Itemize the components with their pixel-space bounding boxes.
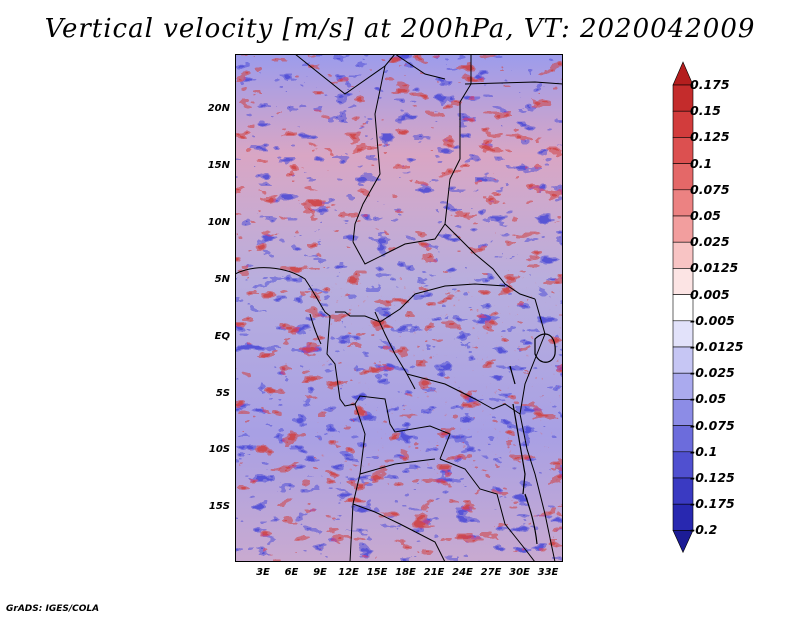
- colorbar-label: 0.0125: [690, 260, 739, 276]
- map-plot: [235, 54, 563, 562]
- lat-tick-label: 20N: [207, 103, 230, 114]
- lon-tick-label: 3E: [256, 567, 270, 578]
- lat-tick-label: 10N: [207, 217, 230, 228]
- lon-tick-label: 33E: [537, 567, 559, 578]
- lon-tick-label: 9E: [313, 567, 327, 578]
- colorbar-label: 0.175: [690, 77, 730, 92]
- colorbar-label: -0.005: [690, 312, 735, 328]
- colorbar-label: -0.075: [690, 417, 735, 433]
- colorbar-label: -0.175: [690, 496, 735, 512]
- grads-credit: GrADS: IGES/COLA: [6, 604, 100, 614]
- colorbar-label: -0.025: [690, 365, 735, 381]
- colorbar: [672, 60, 694, 564]
- lon-tick-label: 6E: [284, 567, 299, 578]
- figure-title: Vertical velocity [m/s] at 200hPa, VT: 2…: [44, 14, 756, 44]
- lat-tick-label: 5S: [215, 388, 230, 399]
- lat-tick-label: EQ: [214, 331, 230, 342]
- map-frame: [235, 54, 563, 562]
- colorbar-swatches: [672, 61, 694, 554]
- colorbar-label: 0.125: [690, 129, 730, 145]
- lon-tick-label: 12E: [338, 567, 359, 578]
- colorbar-label: 0.025: [690, 234, 730, 250]
- lakes: [509, 333, 556, 545]
- lon-tick-label: 15E: [366, 567, 388, 578]
- colorbar-label: 0.05: [690, 208, 721, 223]
- colorbar-label: -0.05: [690, 391, 727, 407]
- colorbar-swatch: [672, 530, 694, 554]
- convective-speckle: [315, 274, 563, 474]
- colorbar-label: -0.125: [690, 470, 735, 485]
- lon-tick-label: 30E: [509, 567, 530, 578]
- lon-tick-label: 21E: [423, 567, 445, 578]
- colorbar-label: -0.0125: [690, 339, 744, 354]
- colorbar-label: 0.1: [690, 155, 713, 171]
- lon-tick-label: 18E: [395, 567, 416, 578]
- lon-tick-label: 24E: [452, 567, 473, 578]
- colorbar-label: 0.15: [690, 103, 721, 119]
- colorbar-label: -0.1: [690, 443, 718, 459]
- velocity-field-map: [235, 54, 563, 562]
- colorbar-label: 0.075: [690, 181, 730, 197]
- lat-tick-label: 5N: [214, 274, 230, 285]
- colorbar-label: -0.2: [690, 522, 718, 538]
- lat-tick-label: 15S: [208, 501, 230, 512]
- lon-tick-label: 27E: [480, 567, 502, 578]
- country-borders: [235, 54, 563, 562]
- lat-tick-label: 15N: [207, 160, 230, 171]
- colorbar-label: 0.005: [690, 286, 730, 302]
- lat-tick-label: 10S: [208, 444, 230, 455]
